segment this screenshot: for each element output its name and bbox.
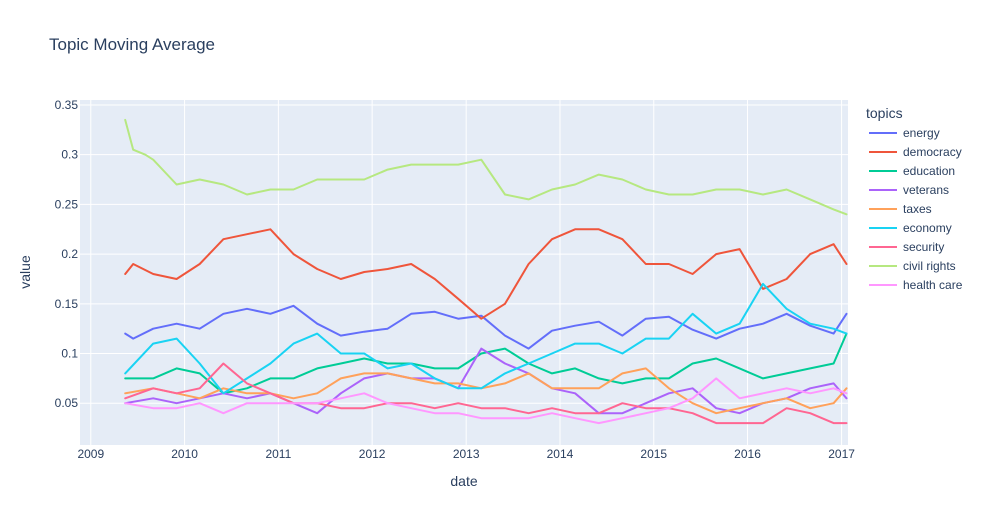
legend-item-taxes[interactable]: taxes xyxy=(869,202,932,216)
legend-item-democracy[interactable]: democracy xyxy=(869,145,962,159)
legend-label: economy xyxy=(903,221,952,235)
legend-label: veterans xyxy=(903,183,949,197)
y-tick-label: 0.3 xyxy=(61,148,78,162)
x-tick-label: 2013 xyxy=(453,447,480,461)
y-tick-label: 0.2 xyxy=(61,247,78,261)
legend-label: energy xyxy=(903,126,940,140)
legend-item-education[interactable]: education xyxy=(869,164,955,178)
y-tick-label: 0.1 xyxy=(61,347,78,361)
legend-item-civil-rights[interactable]: civil rights xyxy=(869,259,956,273)
x-tick-label: 2015 xyxy=(640,447,667,461)
x-tick-label: 2017 xyxy=(828,447,855,461)
y-tick-label: 0.35 xyxy=(55,98,79,112)
series-line-democracy xyxy=(124,228,848,320)
legend-label: taxes xyxy=(903,202,932,216)
y-tick-label: 0.15 xyxy=(55,297,79,311)
y-tick-label: 0.25 xyxy=(55,197,79,211)
legend-title: topics xyxy=(866,105,903,121)
x-tick-label: 2010 xyxy=(171,447,198,461)
series-line-education xyxy=(124,332,848,395)
series-line-energy xyxy=(124,304,848,350)
x-axis-label: date xyxy=(450,473,477,489)
legend-item-security[interactable]: security xyxy=(869,240,944,254)
legend-label: health care xyxy=(903,278,963,292)
legend-label: democracy xyxy=(903,145,962,159)
x-tick-label: 2012 xyxy=(359,447,386,461)
x-tick-label: 2009 xyxy=(77,447,104,461)
legend-label: education xyxy=(903,164,955,178)
legend-label: civil rights xyxy=(903,259,956,273)
legend-label: security xyxy=(903,240,944,254)
series-line-veterans xyxy=(124,347,848,415)
series-line-civil-rights xyxy=(124,118,848,216)
series-line-taxes xyxy=(124,367,848,415)
series-lines xyxy=(124,118,848,425)
x-tick-label: 2014 xyxy=(547,447,574,461)
legend[interactable]: topics energy democracy education veterans t… xyxy=(866,105,963,292)
legend-item-energy[interactable]: energy xyxy=(869,126,940,140)
y-axis-ticks: 0.05 0.1 0.15 0.2 0.25 0.3 0.35 xyxy=(55,98,79,410)
x-tick-label: 2011 xyxy=(265,447,291,461)
legend-item-economy[interactable]: economy xyxy=(869,221,952,235)
series-line-economy xyxy=(124,282,848,395)
x-axis-ticks: 2009 2010 2011 2012 2013 2014 2015 2016 2017 xyxy=(77,447,855,461)
y-axis-label: value xyxy=(17,255,33,289)
chart-title: Topic Moving Average xyxy=(49,35,215,54)
legend-item-veterans[interactable]: veterans xyxy=(869,183,949,197)
grid-lines xyxy=(80,100,848,445)
series-line-health-care xyxy=(124,377,848,425)
y-tick-label: 0.05 xyxy=(55,396,79,410)
series-line-security xyxy=(124,362,848,425)
legend-item-health-care[interactable]: health care xyxy=(869,278,963,292)
x-tick-label: 2016 xyxy=(734,447,761,461)
